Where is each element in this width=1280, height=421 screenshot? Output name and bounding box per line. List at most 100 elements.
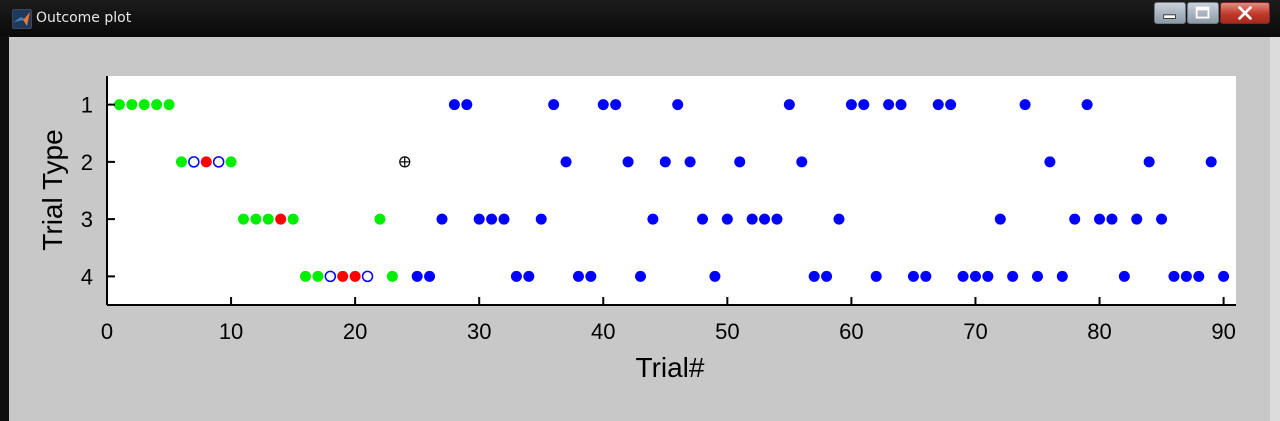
data-point bbox=[473, 213, 485, 225]
window-title: Outcome plot bbox=[36, 10, 132, 26]
data-point bbox=[895, 99, 907, 111]
data-point bbox=[1156, 213, 1168, 225]
matlab-logo-icon bbox=[12, 9, 32, 29]
data-point bbox=[312, 270, 324, 282]
close-button[interactable] bbox=[1220, 2, 1270, 24]
data-point bbox=[113, 99, 125, 111]
data-points bbox=[113, 99, 1230, 283]
data-point bbox=[709, 270, 721, 282]
data-point bbox=[759, 213, 771, 225]
x-tick-label: 30 bbox=[467, 319, 491, 344]
data-point bbox=[225, 156, 237, 168]
data-point bbox=[1019, 99, 1031, 111]
data-point bbox=[907, 270, 919, 282]
data-point bbox=[510, 270, 522, 282]
data-point bbox=[721, 213, 733, 225]
title-bar[interactable]: Outcome plot bbox=[0, 0, 1280, 36]
data-point bbox=[1044, 156, 1056, 168]
data-point-open bbox=[212, 156, 225, 168]
data-point bbox=[1205, 156, 1217, 168]
data-point bbox=[486, 213, 498, 225]
data-point bbox=[200, 156, 212, 168]
data-point bbox=[126, 99, 138, 111]
x-tick-label: 40 bbox=[591, 319, 615, 344]
data-point bbox=[151, 99, 163, 111]
data-point bbox=[684, 156, 696, 168]
x-axis-ticks: 0 10 20 30 40 50 60 70 80 90 bbox=[101, 297, 1236, 344]
y-tick-label: 3 bbox=[81, 207, 93, 232]
maximize-icon bbox=[1195, 6, 1210, 19]
data-point bbox=[548, 99, 560, 111]
y-axis-ticks: 1 2 3 4 bbox=[81, 93, 115, 289]
minimize-icon bbox=[1163, 14, 1176, 19]
data-point bbox=[1007, 270, 1019, 282]
data-point bbox=[957, 270, 969, 282]
data-point bbox=[734, 156, 746, 168]
data-point bbox=[634, 270, 646, 282]
data-point bbox=[572, 270, 584, 282]
data-point bbox=[697, 213, 709, 225]
data-point bbox=[300, 270, 312, 282]
window-controls bbox=[1153, 2, 1270, 24]
data-point-open bbox=[361, 270, 374, 283]
data-point bbox=[1193, 270, 1205, 282]
data-point bbox=[436, 213, 448, 225]
data-point bbox=[287, 213, 299, 225]
data-point bbox=[1168, 270, 1180, 282]
data-point bbox=[1056, 270, 1068, 282]
data-point bbox=[610, 99, 622, 111]
data-point bbox=[349, 270, 361, 282]
data-point-circle-plus bbox=[399, 156, 411, 168]
minimize-button[interactable] bbox=[1154, 2, 1186, 24]
data-point bbox=[659, 156, 671, 168]
data-point bbox=[498, 213, 510, 225]
data-point bbox=[945, 99, 957, 111]
data-point bbox=[932, 99, 944, 111]
data-point bbox=[411, 270, 423, 282]
x-tick-label: 10 bbox=[219, 319, 243, 344]
data-point bbox=[982, 270, 994, 282]
data-point bbox=[1143, 156, 1155, 168]
data-point bbox=[771, 213, 783, 225]
data-point bbox=[424, 270, 436, 282]
maximize-button[interactable] bbox=[1187, 2, 1219, 24]
data-point bbox=[448, 99, 460, 111]
x-tick-label: 0 bbox=[101, 319, 113, 344]
y-axis-label: Trial Type bbox=[37, 129, 68, 250]
data-point bbox=[622, 156, 634, 168]
x-tick-label: 60 bbox=[839, 319, 863, 344]
data-point bbox=[870, 270, 882, 282]
data-point bbox=[138, 99, 150, 111]
data-point bbox=[746, 213, 758, 225]
data-point bbox=[1180, 270, 1192, 282]
x-tick-label: 90 bbox=[1211, 319, 1235, 344]
y-tick-label: 2 bbox=[81, 150, 93, 175]
x-axis-label: Trial# bbox=[636, 352, 705, 383]
data-point bbox=[386, 270, 398, 282]
data-point bbox=[821, 270, 833, 282]
data-point bbox=[1031, 270, 1043, 282]
data-point bbox=[560, 156, 572, 168]
data-point bbox=[647, 213, 659, 225]
data-point bbox=[237, 213, 249, 225]
x-tick-label: 80 bbox=[1087, 319, 1111, 344]
data-point bbox=[883, 99, 895, 111]
x-tick-label: 20 bbox=[343, 319, 367, 344]
data-point bbox=[535, 213, 547, 225]
data-point bbox=[1106, 213, 1118, 225]
data-point bbox=[858, 99, 870, 111]
data-point bbox=[1094, 213, 1106, 225]
data-point bbox=[1131, 213, 1143, 225]
data-point bbox=[275, 213, 287, 225]
data-point bbox=[337, 270, 349, 282]
data-point bbox=[783, 99, 795, 111]
data-point bbox=[163, 99, 175, 111]
close-icon bbox=[1238, 6, 1252, 20]
data-point bbox=[250, 213, 262, 225]
data-point bbox=[1069, 213, 1081, 225]
data-point bbox=[374, 213, 386, 225]
data-point bbox=[1118, 270, 1130, 282]
data-point bbox=[262, 213, 274, 225]
